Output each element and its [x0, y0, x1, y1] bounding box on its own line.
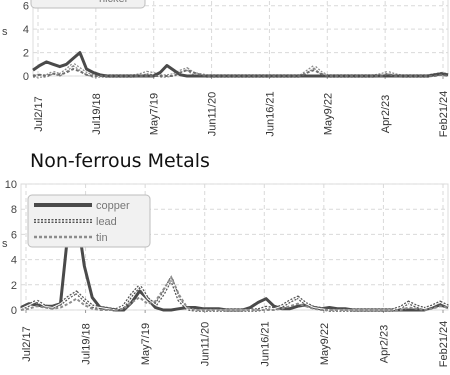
x-tick-label: Jun11/20: [207, 92, 219, 136]
y-tick-label: 0: [23, 71, 29, 83]
series-line-unlabeled: [32, 67, 449, 78]
x-tick-label: May7/19: [140, 323, 152, 365]
x-tick-label: Jul2/17: [21, 326, 33, 361]
legend-label: copper: [96, 200, 130, 212]
y-axis-label: s: [2, 238, 8, 250]
x-tick-label: Jun16/21: [259, 321, 271, 366]
y-tick-label: 4: [23, 24, 29, 36]
x-tick-label: May9/22: [319, 323, 331, 365]
x-tick-label: Apr2/23: [380, 95, 392, 134]
y-axis-label: s: [2, 26, 8, 38]
x-tick-label: Jul2/17: [33, 96, 45, 131]
chart-title: Non-ferrous Metals: [30, 150, 210, 172]
x-tick-label: May7/19: [149, 93, 161, 135]
y-tick-label: 6: [23, 1, 29, 13]
y-tick-label: 2: [23, 48, 29, 60]
legend-box: [30, 0, 146, 9]
y-tick-label: 2: [11, 280, 17, 292]
x-tick-label: Feb21/24: [438, 321, 450, 367]
legend-label: lead: [96, 216, 117, 228]
legend-label: tin: [96, 232, 108, 244]
x-tick-label: Jun11/20: [200, 322, 212, 366]
x-tick-label: Apr2/23: [378, 325, 390, 364]
top-chart: 0 2 4 6 s Jul2/17 Jul19/18 May7/19 Jun11/20 Jun16…: [2, 0, 450, 137]
y-tick-label: 6: [11, 229, 17, 241]
x-tick-label: Feb21/24: [438, 91, 450, 137]
legend: nickel: [30, 0, 146, 9]
x-tick-label: May9/22: [322, 93, 334, 135]
legend: copper lead tin: [27, 194, 151, 248]
x-tick-label: Jun16/21: [264, 91, 276, 136]
y-tick-label: 10: [5, 180, 17, 191]
x-tick-label: Jul19/18: [81, 323, 93, 365]
y-tick-label: 0: [11, 305, 17, 317]
series-line-tin: [20, 275, 449, 312]
legend-label: nickel: [99, 0, 127, 5]
y-tick-label: 8: [11, 204, 17, 216]
y-tick-label: 4: [11, 255, 17, 267]
plot-area: [32, 0, 449, 77]
bottom-chart: 0 2 4 6 8 10 s Jul2/17 Jul19/18 May7/19 Jun11/20 Ju…: [2, 180, 450, 367]
x-tick-label: Jul19/18: [91, 93, 103, 135]
